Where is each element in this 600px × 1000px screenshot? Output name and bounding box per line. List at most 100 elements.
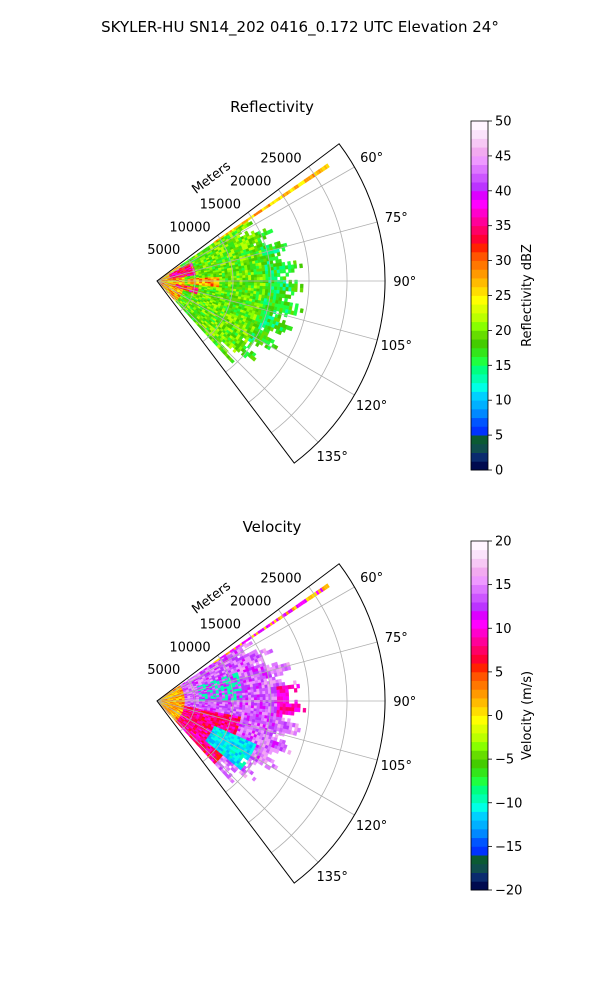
colorbar-swatch: [471, 295, 488, 305]
radar-cell: [279, 696, 284, 701]
radar-beam-cell: [247, 217, 251, 221]
radar-cell: [256, 277, 261, 281]
radar-cell: [279, 710, 283, 715]
radar-cell: [216, 278, 220, 281]
radar-cell: [245, 697, 249, 701]
radar-cell: [273, 713, 277, 718]
radar-cell: [271, 703, 275, 707]
radar-cell: [276, 709, 281, 715]
radar-beam-cell: [325, 163, 330, 169]
range-tick-label: 15000: [200, 197, 241, 212]
radar-cell: [246, 344, 252, 350]
range-ring: [179, 677, 196, 732]
radar-cell: [248, 277, 252, 281]
radar-cell: [247, 692, 252, 696]
radar-cell: [233, 691, 237, 695]
azimuth-spoke: [156, 700, 319, 863]
radar-cell: [256, 691, 261, 695]
radar-cell: [248, 640, 254, 646]
radar-cell: [262, 273, 266, 278]
colorbar-tick-label: 0: [495, 464, 503, 479]
colorbar-swatch: [471, 260, 488, 270]
radar-cell: [285, 703, 290, 708]
radar-cell: [247, 285, 252, 289]
radar-cell: [294, 283, 298, 289]
radar-beam-cell: [307, 175, 312, 181]
radar-cell: [222, 698, 226, 701]
radar-cell: [233, 275, 238, 279]
radar-beam-cell: [279, 195, 284, 200]
radar-cell: [287, 261, 292, 266]
radar-cell: [236, 275, 240, 279]
colorbar-swatch: [471, 863, 488, 873]
radar-cell: [276, 696, 281, 701]
radar-cell: [245, 285, 249, 289]
radar-beam-cell: [269, 622, 273, 626]
colorbar-swatch: [471, 706, 488, 716]
colorbar-swatch: [471, 811, 488, 821]
radar-cell: [274, 703, 278, 708]
reflectivity-grid: [156, 166, 385, 443]
radar-cell: [273, 706, 278, 711]
radar-beam-cell: [309, 594, 314, 600]
colorbar-swatch: [471, 671, 488, 682]
radar-beam-cell: [257, 210, 261, 214]
radar-cell: [253, 702, 258, 707]
colorbar-swatch: [471, 785, 488, 795]
radar-cell: [270, 690, 275, 695]
radar-cell: [256, 708, 260, 713]
radar-beam-cell: [301, 180, 306, 185]
radar-beam-cell: [313, 591, 318, 597]
radar-cell: [296, 707, 301, 713]
radar-cell: [242, 702, 246, 706]
radar-beam-cell: [227, 231, 231, 234]
radar-beam-cell: [295, 184, 300, 189]
radar-cell: [201, 279, 206, 281]
colorbar-tick-label: 40: [495, 184, 512, 199]
colorbar-swatch: [471, 846, 488, 856]
radar-cell: [242, 773, 248, 779]
colorbar-swatch: [471, 121, 488, 131]
radar-beam-cell: [317, 589, 322, 594]
radar-cell: [296, 683, 301, 689]
radar-beam-cell: [321, 586, 326, 592]
radar-cell: [236, 693, 240, 697]
radar-beam-cell: [229, 229, 233, 233]
radar-cell: [279, 290, 283, 295]
radar-cell: [250, 274, 255, 278]
radar-cell: [287, 294, 292, 300]
radar-cell: [288, 707, 292, 712]
reflectivity-panel: Reflectivity 500010000150002000025000Met…: [147, 98, 535, 479]
radar-cell: [236, 282, 240, 286]
azimuth-spoke: [156, 280, 319, 443]
radar-beam-cell: [259, 209, 263, 213]
radar-cell: [282, 290, 286, 295]
radar-cell: [282, 692, 287, 697]
colorbar-swatch: [471, 628, 488, 638]
velocity-grid: [156, 586, 385, 863]
radar-cell: [230, 278, 235, 281]
radar-cell: [262, 708, 266, 713]
radar-cell: [285, 287, 289, 292]
radar-cell: [279, 276, 284, 281]
radar-cell: [248, 282, 252, 286]
colorbar-tick-label: 15: [495, 359, 512, 374]
radar-cell: [293, 287, 298, 293]
range-tick-label: 10000: [169, 640, 210, 655]
radar-beam-cell: [231, 228, 235, 232]
range-tick-label: 5000: [147, 663, 180, 678]
radar-beam-cell: [287, 189, 292, 194]
colorbar-swatch: [471, 304, 488, 314]
radar-cell: [222, 696, 226, 699]
radar-cell: [245, 695, 249, 699]
radar-beam-cell: [311, 593, 316, 598]
radar-cell: [264, 709, 269, 713]
radar-cell: [271, 283, 275, 287]
colorbar-swatch: [471, 443, 488, 453]
radar-cell: [213, 278, 217, 281]
reflectivity-field: [157, 163, 330, 364]
colorbar-swatch: [471, 382, 488, 392]
range-ring: [271, 166, 348, 434]
radar-beam-cell: [269, 202, 273, 206]
radar-beam-cell: [239, 222, 243, 226]
